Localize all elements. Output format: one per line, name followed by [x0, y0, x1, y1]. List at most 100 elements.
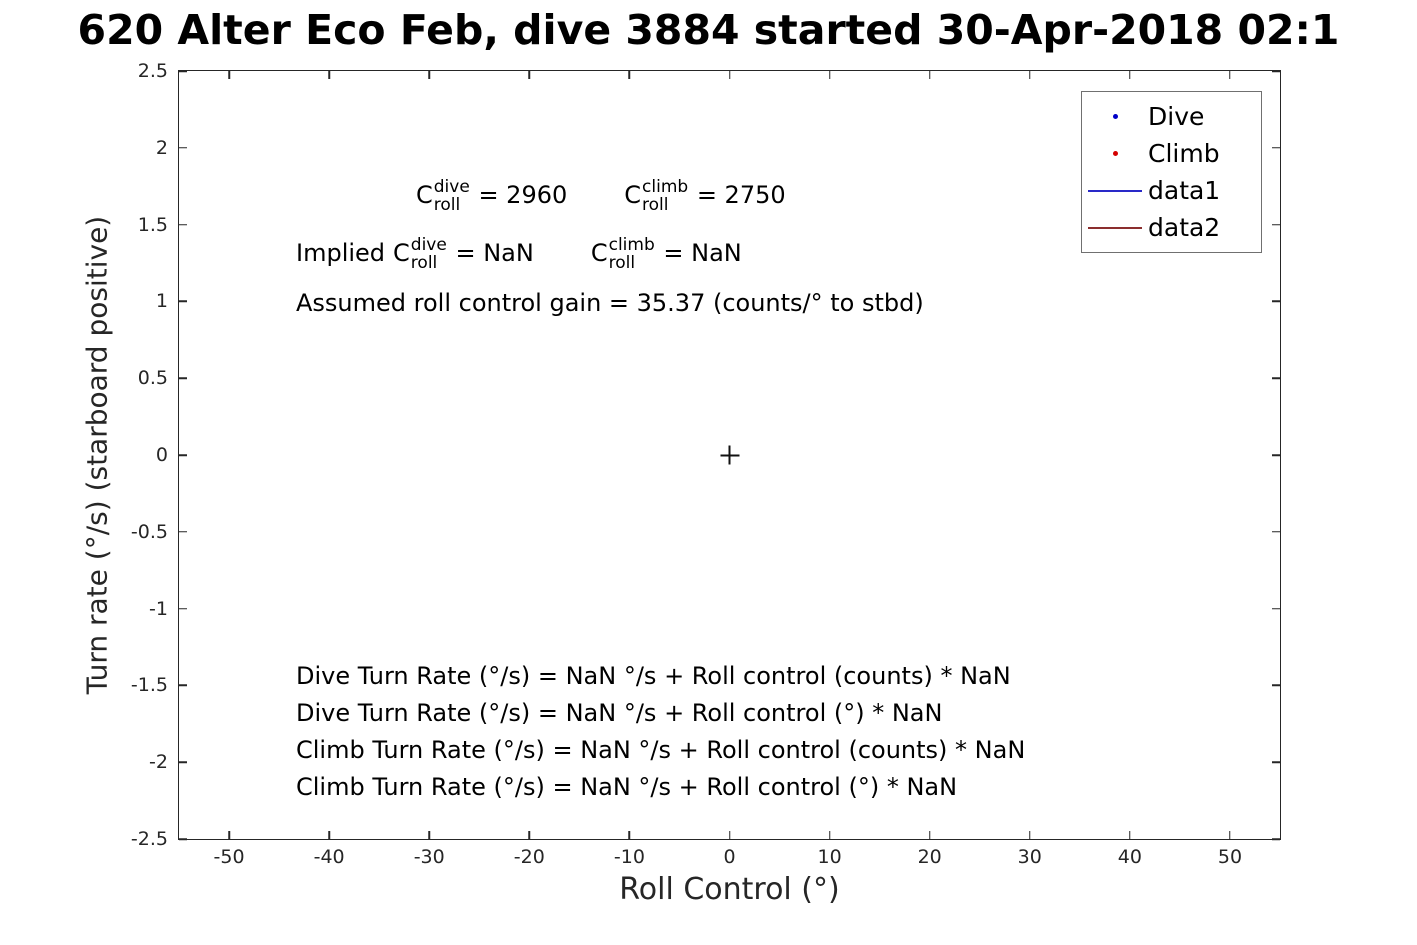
- y-tick-label: 0.5: [137, 367, 168, 390]
- y-tick-label: 2.5: [137, 60, 168, 82]
- legend-label: Climb: [1148, 139, 1220, 168]
- x-tick-mark: [728, 831, 731, 839]
- origin-marker: [720, 445, 739, 465]
- y-tick-mark: [179, 838, 187, 840]
- y-tick-mark: [1272, 377, 1280, 379]
- x-tick-mark: [628, 71, 631, 79]
- legend-label: data1: [1148, 176, 1221, 205]
- x-tick-label: 10: [817, 846, 842, 868]
- x-tick-mark: [828, 71, 831, 79]
- implied-prefix: Implied: [296, 239, 386, 267]
- data2-marker-icon: [1088, 226, 1142, 229]
- y-tick-mark: [179, 607, 187, 610]
- c-eq: = NaN: [447, 239, 534, 267]
- y-tick-label: 1.5: [137, 213, 168, 236]
- x-tick-label: 40: [1117, 846, 1142, 868]
- c-base: C: [624, 181, 642, 209]
- y-tick-mark: [179, 531, 187, 533]
- climb-marker-icon: [1112, 151, 1118, 156]
- x-tick-label: 30: [1017, 846, 1042, 868]
- y-axis-label: Turn rate (°/s) (starboard positive): [80, 215, 114, 695]
- y-tick-mark: [1272, 607, 1280, 610]
- x-tick-mark: [228, 71, 230, 79]
- x-tick-mark: [528, 831, 531, 839]
- legend-item-dive: Dive: [1082, 98, 1261, 135]
- y-tick-mark: [179, 70, 187, 72]
- y-tick-label: 0: [155, 444, 168, 466]
- c-eq: = 2960: [470, 181, 568, 209]
- legend-label: Dive: [1148, 102, 1205, 131]
- legend-item-data1: data1: [1082, 172, 1261, 209]
- x-tick-label: 20: [917, 846, 942, 868]
- x-tick-label: -20: [513, 846, 545, 868]
- c-sup: dive: [433, 177, 470, 198]
- equation-line: Climb Turn Rate (°/s) = NaN °/s + Roll c…: [296, 773, 958, 801]
- y-tick-label: -1.5: [130, 674, 168, 697]
- y-tick-label: 2: [155, 136, 168, 159]
- x-tick-mark: [428, 831, 430, 839]
- legend-marker-box: [1082, 226, 1148, 229]
- chart-title: 620 Alter Eco Feb, dive 3884 started 30-…: [77, 6, 1340, 54]
- x-tick-mark: [1029, 831, 1031, 839]
- y-tick-mark: [179, 147, 187, 149]
- dive-marker-icon: [1112, 114, 1118, 119]
- c-base: C: [393, 239, 410, 267]
- legend-marker-box: [1082, 114, 1148, 119]
- x-tick-mark: [228, 831, 230, 839]
- x-tick-mark: [1129, 71, 1131, 79]
- legend-item-climb: Climb: [1082, 135, 1261, 172]
- x-tick-mark: [428, 71, 430, 79]
- c-base: C: [590, 239, 608, 267]
- y-tick-mark: [1272, 531, 1280, 533]
- legend: Dive Climb data1 data2: [1081, 91, 1262, 253]
- y-tick-mark: [179, 684, 187, 687]
- y-tick-label: -0.5: [130, 520, 168, 543]
- x-tick-mark: [528, 71, 531, 79]
- y-tick-mark: [1272, 223, 1280, 226]
- y-tick-mark: [1272, 454, 1280, 456]
- supsub-climb-roll: climb roll: [608, 235, 655, 273]
- c-sub: roll: [608, 253, 636, 273]
- y-tick-label: 1: [155, 290, 168, 313]
- y-tick-label: -2: [149, 751, 168, 774]
- c-sub: roll: [410, 253, 438, 273]
- supsub-dive-roll: dive roll: [433, 177, 470, 215]
- x-tick-mark: [828, 831, 831, 839]
- supsub-climb-roll: climb roll: [642, 177, 689, 215]
- c-sup: climb: [608, 235, 655, 256]
- y-tick-mark: [179, 761, 187, 763]
- c-sup: climb: [642, 177, 689, 198]
- data1-marker-icon: [1088, 189, 1142, 192]
- c-eq: = NaN: [655, 239, 742, 267]
- y-tick-label: -2.5: [130, 828, 168, 850]
- y-tick-mark: [179, 454, 187, 456]
- x-tick-label: -10: [613, 846, 645, 868]
- equation-line: Dive Turn Rate (°/s) = NaN °/s + Roll co…: [296, 662, 1011, 690]
- y-tick-mark: [179, 377, 187, 379]
- x-tick-mark: [928, 71, 931, 79]
- x-tick-mark: [1229, 71, 1231, 79]
- x-tick-mark: [1229, 831, 1231, 839]
- equation-line: Climb Turn Rate (°/s) = NaN °/s + Roll c…: [296, 736, 1026, 764]
- c-sub: roll: [433, 195, 461, 215]
- y-tick-mark: [179, 300, 187, 303]
- legend-marker-box: [1082, 189, 1148, 192]
- y-tick-mark: [1272, 70, 1280, 72]
- x-tick-mark: [928, 831, 931, 839]
- c-base: C: [416, 181, 433, 209]
- supsub-dive-roll: dive roll: [410, 235, 447, 273]
- x-tick-mark: [1129, 831, 1131, 839]
- legend-item-data2: data2: [1082, 209, 1261, 246]
- y-tick-mark: [179, 223, 187, 226]
- x-tick-mark: [328, 71, 330, 79]
- legend-marker-box: [1082, 151, 1148, 156]
- annotation-roll-gain: Assumed roll control gain = 35.37 (count…: [296, 289, 924, 317]
- c-sup: dive: [410, 235, 447, 256]
- x-tick-mark: [628, 831, 631, 839]
